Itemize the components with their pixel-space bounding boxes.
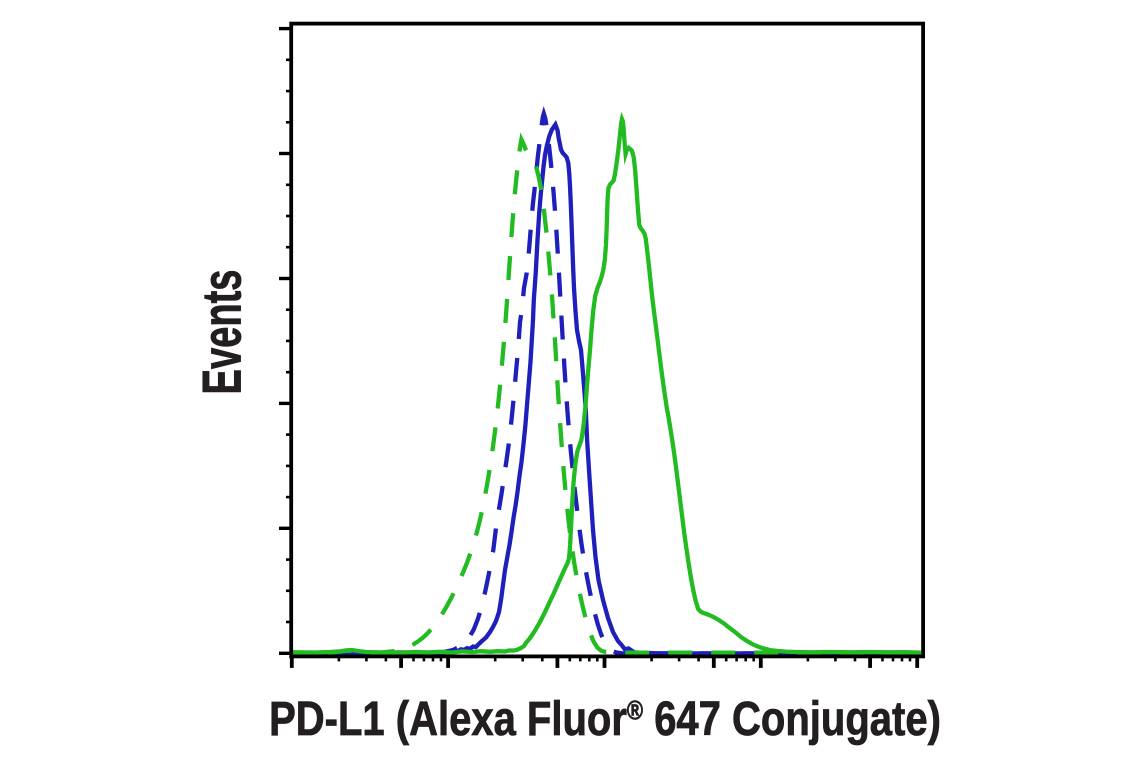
svg-text:PD-L1 (Alexa Fluor® 647 Conjug: PD-L1 (Alexa Fluor® 647 Conjugate) [269,692,941,745]
svg-text:Events: Events [192,270,254,395]
